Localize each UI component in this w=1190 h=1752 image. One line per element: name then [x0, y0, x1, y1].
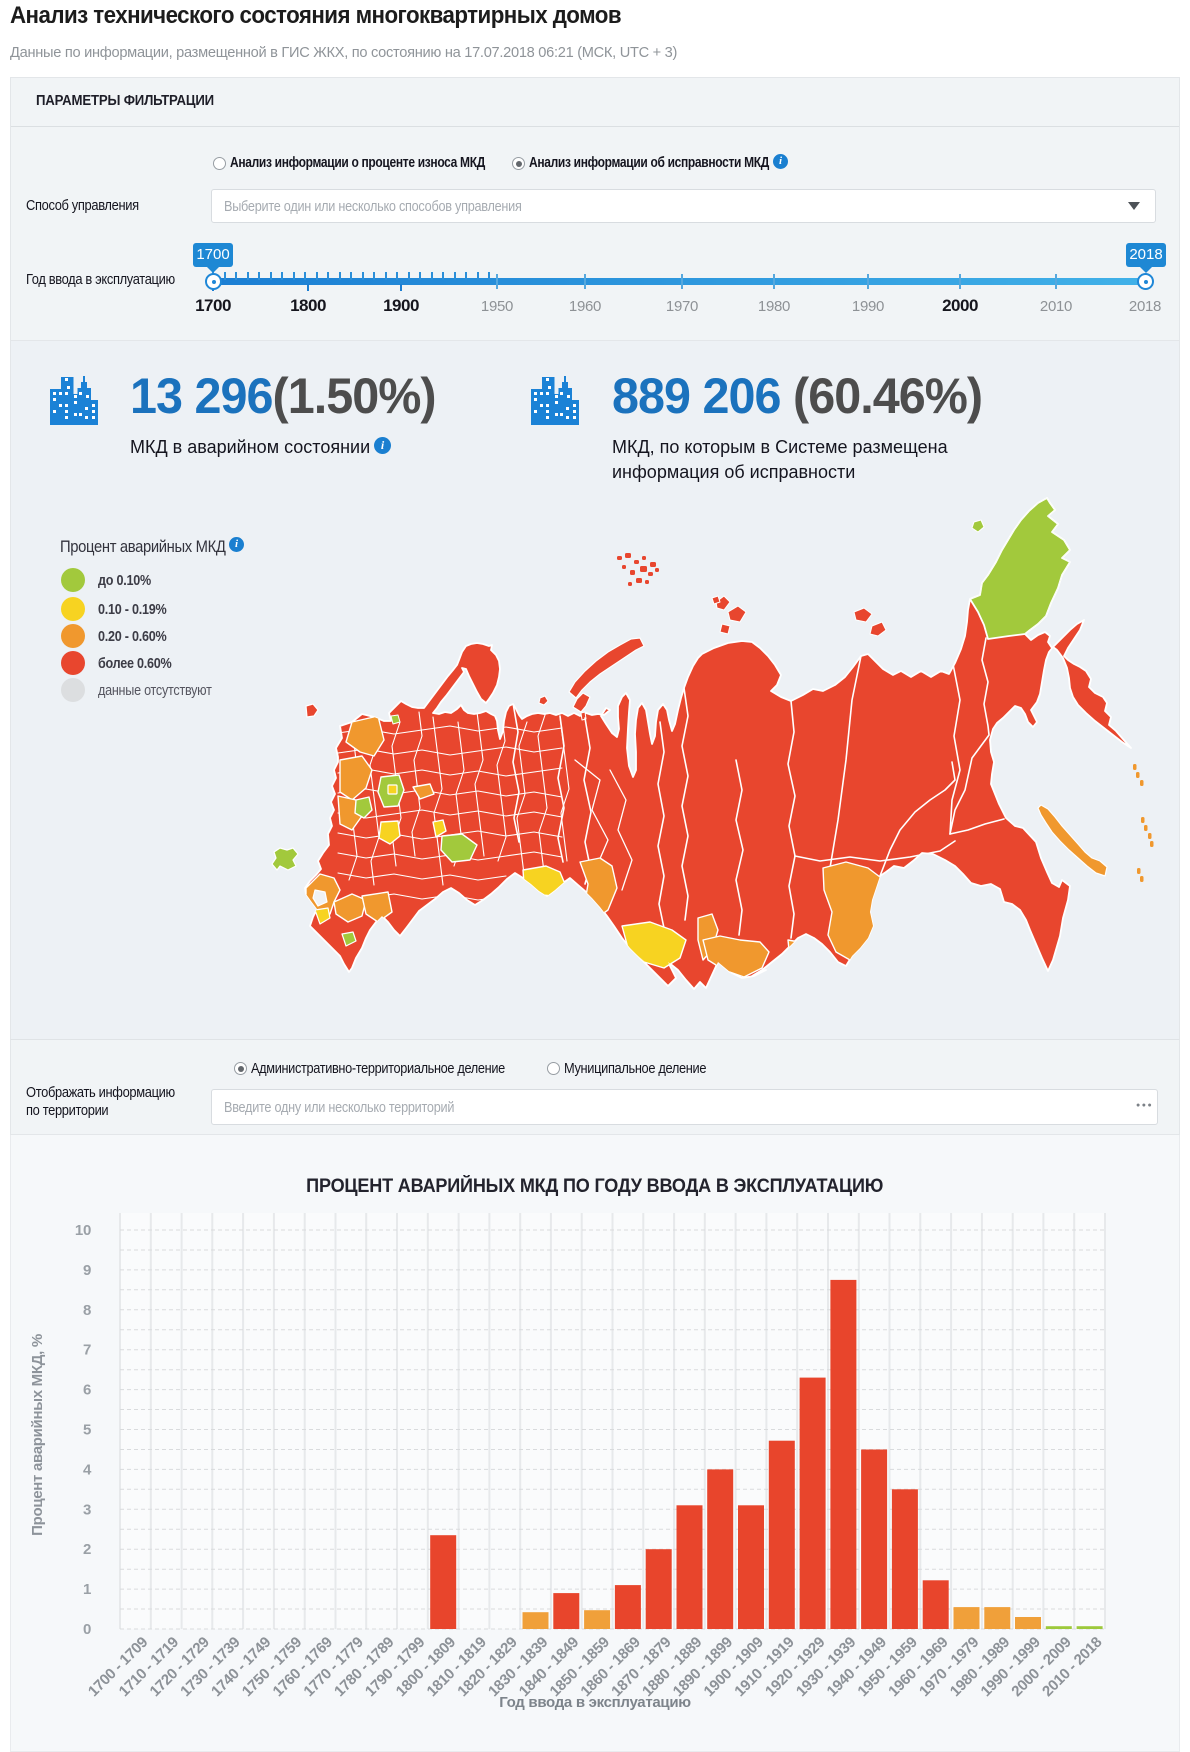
svg-text:9: 9 — [83, 1262, 91, 1279]
svg-text:3: 3 — [83, 1501, 91, 1518]
svg-text:10: 10 — [75, 1222, 91, 1239]
svg-text:2: 2 — [83, 1541, 91, 1558]
svg-text:5: 5 — [83, 1422, 91, 1439]
svg-text:6: 6 — [83, 1382, 91, 1399]
svg-text:Год ввода в эксплуатацию: Год ввода в эксплуатацию — [499, 1694, 691, 1711]
svg-text:0: 0 — [83, 1621, 91, 1638]
svg-text:Процент аварийных МКД, %: Процент аварийных МКД, % — [29, 1334, 46, 1536]
svg-text:4: 4 — [83, 1461, 92, 1478]
svg-text:8: 8 — [83, 1302, 91, 1319]
svg-text:1: 1 — [83, 1581, 91, 1598]
svg-text:7: 7 — [83, 1342, 91, 1359]
